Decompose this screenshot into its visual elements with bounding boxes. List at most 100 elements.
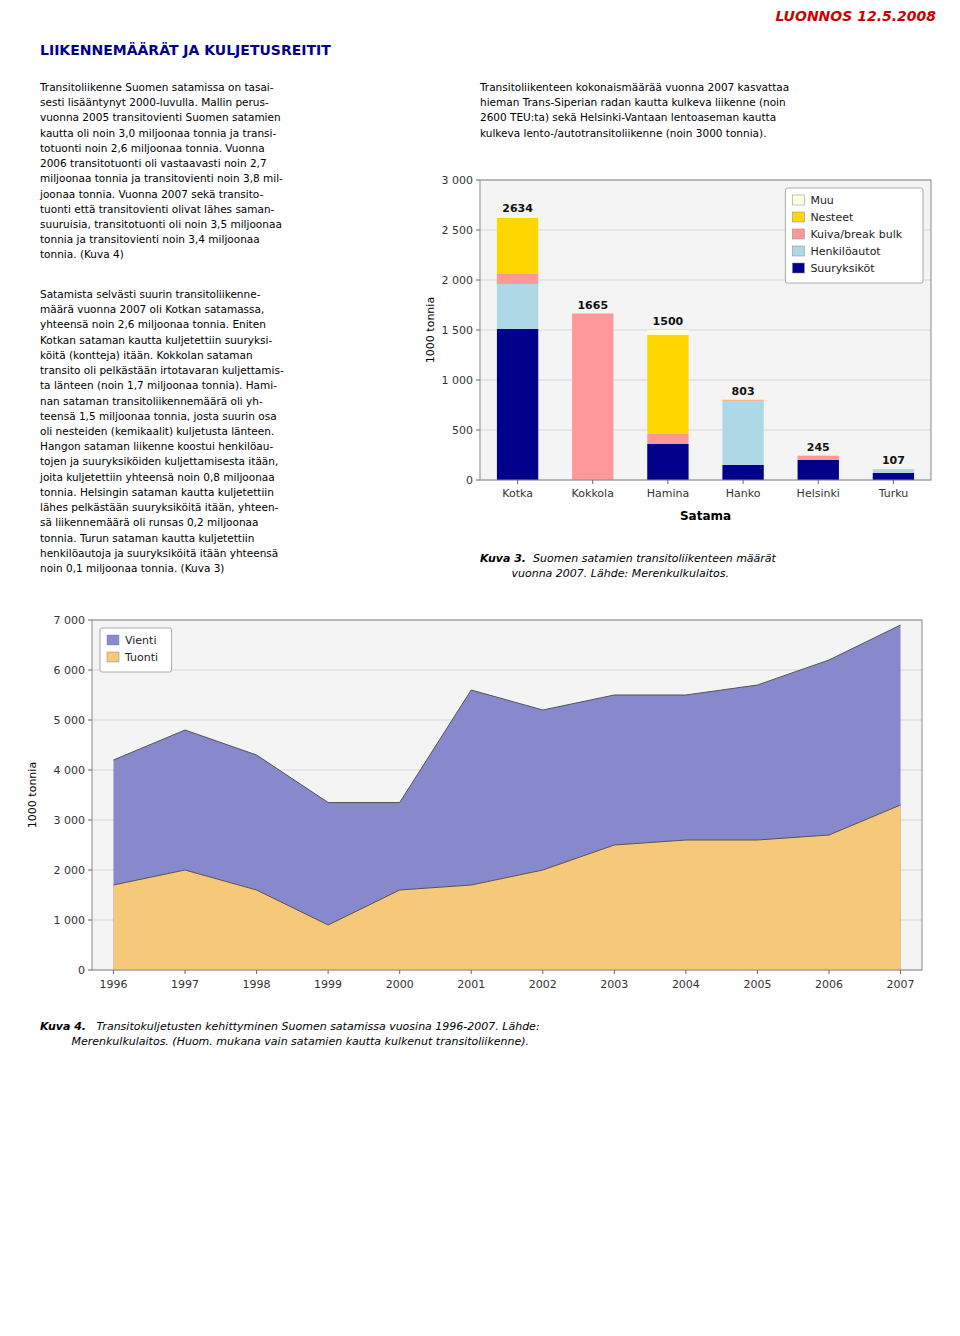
bar-segment	[497, 284, 538, 329]
plot-frame	[92, 620, 922, 970]
tick-label: 2004	[672, 978, 700, 991]
area-line	[113, 625, 900, 803]
tick-label: 3 000	[442, 174, 474, 187]
tick-mark	[88, 670, 92, 671]
legend-entry: Henkilöautot	[810, 245, 881, 258]
caption-label: Kuva 4.	[40, 1020, 86, 1033]
area-line	[113, 805, 900, 925]
tick-mark	[667, 480, 668, 484]
legend-entry: Kuiva/break bulk	[810, 228, 902, 241]
tick-label: 2000	[386, 978, 414, 991]
caption: Kuva 3. Suomen satamien transitoliikente…	[480, 552, 776, 582]
caption-text: Transitokuljetusten kehittyminen Suomen …	[40, 1020, 540, 1048]
legend-entry: Muu	[810, 194, 833, 207]
bar-segment	[798, 460, 839, 480]
tick-label: 1999	[314, 978, 342, 991]
total-label: 107	[882, 454, 905, 467]
tick-label: 4 000	[54, 764, 86, 777]
tick-mark	[828, 970, 829, 974]
page-header: LUONNOS 12.5.2008	[775, 8, 936, 24]
tick-mark	[399, 970, 400, 974]
paragraph: Transitoliikenteen kokonaismäärää vuonna…	[480, 80, 789, 141]
tick-label: 0	[466, 474, 473, 487]
bar-segment	[572, 313, 613, 314]
legend-entry: Suuryksiköt	[810, 262, 875, 275]
category-label: Kokkola	[572, 487, 614, 500]
tick-label: 2 000	[442, 274, 474, 287]
legend-swatch	[792, 263, 804, 273]
areas	[113, 625, 900, 970]
grid-line	[92, 670, 922, 671]
bar-segment	[647, 330, 688, 335]
tick-mark	[517, 480, 518, 484]
grid-line	[480, 380, 931, 381]
tick-mark	[88, 720, 92, 721]
tick-mark	[88, 920, 92, 921]
legend-swatch	[792, 246, 804, 256]
total-label: 1500	[653, 315, 684, 328]
tick-label: 2002	[529, 978, 557, 991]
total-label: 2634	[502, 202, 533, 215]
tick-mark	[818, 480, 819, 484]
grid-line	[480, 430, 931, 431]
tick-label: 1998	[243, 978, 271, 991]
tick-mark	[471, 970, 472, 974]
tick-label: 2006	[815, 978, 843, 991]
caption-label: Kuva 3.	[480, 552, 526, 565]
tick-mark	[476, 430, 480, 431]
tick-mark	[88, 770, 92, 771]
caption: Kuva 4. Transitokuljetusten kehittyminen…	[40, 1020, 540, 1050]
tick-mark	[476, 280, 480, 281]
tick-label: 5 000	[54, 714, 86, 727]
bar-segment	[647, 444, 688, 480]
tick-label: 1 000	[54, 914, 86, 927]
bar-segment	[873, 470, 914, 473]
legend-swatch	[792, 229, 804, 239]
bar-chart: 05001 0001 5002 0002 5003 00026341665150…	[420, 160, 950, 550]
tick-label: 1996	[99, 978, 127, 991]
tick-mark	[88, 870, 92, 871]
tick-label: 2 000	[54, 864, 86, 877]
bar-segment	[798, 455, 839, 457]
tick-mark	[256, 970, 257, 974]
legend-entry: Vienti	[125, 634, 156, 647]
legend-swatch	[107, 652, 119, 662]
legend: VientiTuonti	[100, 628, 172, 672]
tick-mark	[476, 330, 480, 331]
tick-label: 2001	[457, 978, 485, 991]
page-title: LIIKENNEMÄÄRÄT JA KULJETUSREITIT	[40, 42, 331, 58]
tick-mark	[542, 970, 543, 974]
tick-mark	[476, 480, 480, 481]
legend-frame	[100, 628, 172, 672]
bar-segment	[497, 218, 538, 274]
plot-frame	[480, 180, 931, 480]
tick-mark	[685, 970, 686, 974]
legend-swatch	[107, 635, 119, 645]
tick-label: 2007	[887, 978, 915, 991]
tick-mark	[185, 970, 186, 974]
tick-label: 500	[452, 424, 473, 437]
tick-mark	[476, 180, 480, 181]
plot-background	[480, 180, 931, 480]
bar-segment	[798, 455, 839, 456]
legend-swatch	[792, 212, 804, 222]
area	[113, 625, 900, 970]
bar-segment	[572, 314, 613, 481]
bar-segment	[722, 399, 763, 401]
tick-mark	[900, 970, 901, 974]
y-axis-label: 1000 tonnia	[424, 297, 437, 363]
bar-segment	[873, 469, 914, 470]
plot-background	[92, 620, 922, 970]
tick-mark	[476, 380, 480, 381]
tick-label: 7 000	[54, 614, 86, 627]
tick-label: 1 500	[442, 324, 474, 337]
category-label: Kotka	[502, 487, 533, 500]
tick-mark	[893, 480, 894, 484]
legend: Muu Nesteet Kuiva/break bulk Henkilöautot Su…	[785, 188, 923, 283]
tick-mark	[328, 970, 329, 974]
tick-label: 2005	[743, 978, 771, 991]
area-chart: 01 0002 0003 0004 0005 0006 0007 0001996…	[20, 605, 940, 1015]
legend-swatch	[792, 195, 804, 205]
legend-entry: Nesteet	[810, 211, 854, 224]
total-label: 803	[732, 385, 755, 398]
